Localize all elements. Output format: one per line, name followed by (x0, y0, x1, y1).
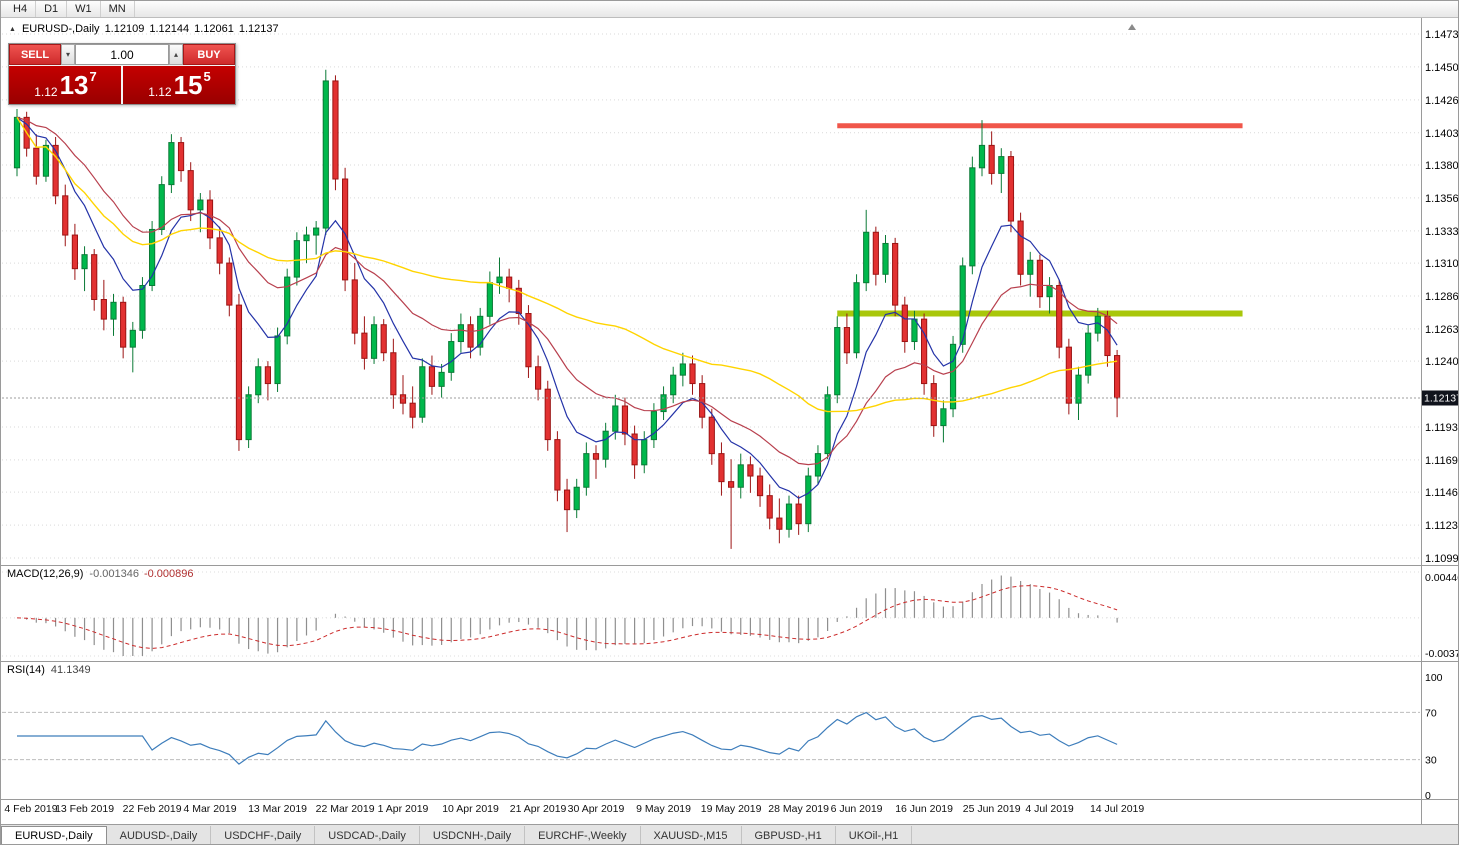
symbol-tab-bar: EURUSD-,Daily AUDUSD-,Daily USDCHF-,Dail… (1, 824, 1458, 844)
svg-text:9 May 2019: 9 May 2019 (636, 803, 691, 815)
svg-text:1.11465: 1.11465 (1425, 487, 1459, 499)
timeframe-button-d1[interactable]: D1 (36, 1, 68, 17)
svg-text:100: 100 (1425, 672, 1443, 684)
svg-text:1 Apr 2019: 1 Apr 2019 (378, 803, 429, 815)
decor-layer (1128, 24, 1136, 30)
svg-text:16 Jun 2019: 16 Jun 2019 (895, 803, 953, 815)
svg-text:1.12865: 1.12865 (1425, 291, 1459, 303)
svg-text:1.12137: 1.12137 (1424, 392, 1459, 404)
tab-ukoil-h1[interactable]: UKOil-,H1 (836, 826, 913, 844)
buy-price-display[interactable]: 1.12 15 5 (123, 66, 235, 104)
scroll-to-end-marker (1128, 24, 1136, 30)
svg-text:1.11230: 1.11230 (1425, 520, 1459, 532)
svg-text:1.12630: 1.12630 (1425, 324, 1459, 336)
svg-text:1.11930: 1.11930 (1425, 422, 1459, 434)
sell-button[interactable]: SELL (9, 44, 61, 65)
svg-text:21 Apr 2019: 21 Apr 2019 (510, 803, 567, 815)
svg-text:0.004465: 0.004465 (1425, 572, 1459, 584)
sell-price-prefix: 1.12 (34, 85, 58, 99)
rsi-layer: 100 70 30 0 (17, 672, 1443, 802)
svg-text:0: 0 (1425, 790, 1431, 802)
svg-text:1.14265: 1.14265 (1425, 95, 1459, 107)
buy-price-big: 15 (173, 70, 203, 100)
buy-price-prefix: 1.12 (148, 85, 172, 99)
svg-text:1.13800: 1.13800 (1425, 160, 1459, 172)
svg-text:1.14500: 1.14500 (1425, 62, 1459, 74)
ma-line-50 (16, 116, 1118, 413)
ma-line-8 (16, 116, 1118, 499)
svg-text:28 May 2019: 28 May 2019 (768, 803, 829, 815)
svg-text:13 Mar 2019: 13 Mar 2019 (248, 803, 307, 815)
volume-increment-button[interactable]: ▴ (169, 44, 183, 65)
sell-price-display[interactable]: 1.12 13 7 (9, 66, 121, 104)
tab-eurusd-daily[interactable]: EURUSD-,Daily (1, 826, 107, 844)
svg-text:30: 30 (1425, 755, 1437, 767)
svg-text:10 Apr 2019: 10 Apr 2019 (442, 803, 499, 815)
svg-text:13 Feb 2019: 13 Feb 2019 (55, 803, 114, 815)
svg-text:25 Jun 2019: 25 Jun 2019 (963, 803, 1021, 815)
svg-text:1.12400: 1.12400 (1425, 356, 1459, 368)
tab-gbpusd-h1[interactable]: GBPUSD-,H1 (742, 826, 836, 844)
svg-text:19 May 2019: 19 May 2019 (701, 803, 762, 815)
svg-text:14 Jul 2019: 14 Jul 2019 (1090, 803, 1144, 815)
svg-text:6 Jun 2019: 6 Jun 2019 (831, 803, 883, 815)
svg-text:22 Mar 2019: 22 Mar 2019 (316, 803, 375, 815)
tab-eurchf-weekly[interactable]: EURCHF-,Weekly (525, 826, 641, 844)
svg-text:1.11695: 1.11695 (1425, 455, 1459, 467)
candles-layer[interactable] (13, 69, 1121, 549)
svg-text:1.14030: 1.14030 (1425, 128, 1459, 140)
svg-text:4 Jul 2019: 4 Jul 2019 (1025, 803, 1074, 815)
svg-text:30 Apr 2019: 30 Apr 2019 (568, 803, 625, 815)
svg-text:1.13330: 1.13330 (1425, 226, 1459, 238)
current-price-layer: 1.12137 (2, 390, 1459, 406)
svg-text:-0.003717: -0.003717 (1425, 648, 1459, 660)
svg-text:4 Mar 2019: 4 Mar 2019 (183, 803, 236, 815)
timeframe-button-h4[interactable]: H4 (5, 1, 37, 17)
chevron-down-icon: ▾ (65, 50, 70, 59)
top-toolbar: H4 D1 W1 MN (1, 1, 1458, 18)
tab-xauusd-m15[interactable]: XAUUSD-,M15 (641, 826, 742, 844)
tab-usdchf-daily[interactable]: USDCHF-,Daily (211, 826, 316, 844)
svg-text:1.13100: 1.13100 (1425, 258, 1459, 270)
current-price-badge (1422, 390, 1458, 406)
svg-text:70: 70 (1425, 707, 1437, 719)
panel-separators (1, 18, 1458, 824)
tab-usdcnh-daily[interactable]: USDCNH-,Daily (420, 826, 526, 844)
svg-text:1.10995: 1.10995 (1425, 553, 1459, 565)
timeframe-button-mn[interactable]: MN (101, 1, 135, 17)
sell-price-big: 13 (59, 70, 89, 100)
volume-input[interactable] (75, 44, 169, 65)
svg-text:1.13565: 1.13565 (1425, 193, 1459, 205)
svg-text:4 Feb 2019: 4 Feb 2019 (4, 803, 57, 815)
buy-price-sup: 5 (203, 68, 211, 84)
moving-averages-layer (16, 116, 1118, 499)
sell-price-sup: 7 (89, 68, 97, 84)
svg-text:1.14735: 1.14735 (1425, 29, 1459, 41)
svg-text:22 Feb 2019: 22 Feb 2019 (123, 803, 182, 815)
chart-canvas[interactable]: 1.121371.147351.145001.142651.140301.138… (1, 18, 1459, 824)
chevron-up-icon: ▴ (173, 50, 178, 59)
tab-usdcad-daily[interactable]: USDCAD-,Daily (315, 826, 420, 844)
ma-line-20 (16, 116, 1118, 466)
tab-audusd-daily[interactable]: AUDUSD-,Daily (107, 826, 212, 844)
timeframe-button-w1[interactable]: W1 (67, 1, 101, 17)
price-axis[interactable]: 1.14735 1.14500 1.14265 1.14030 1.13800 1.135… (1425, 29, 1459, 565)
grid-layer (2, 33, 1420, 761)
buy-button[interactable]: BUY (183, 44, 235, 65)
macd-layer: 0.004465 -0.003717 (16, 572, 1459, 660)
volume-decrement-button[interactable]: ▾ (61, 44, 75, 65)
